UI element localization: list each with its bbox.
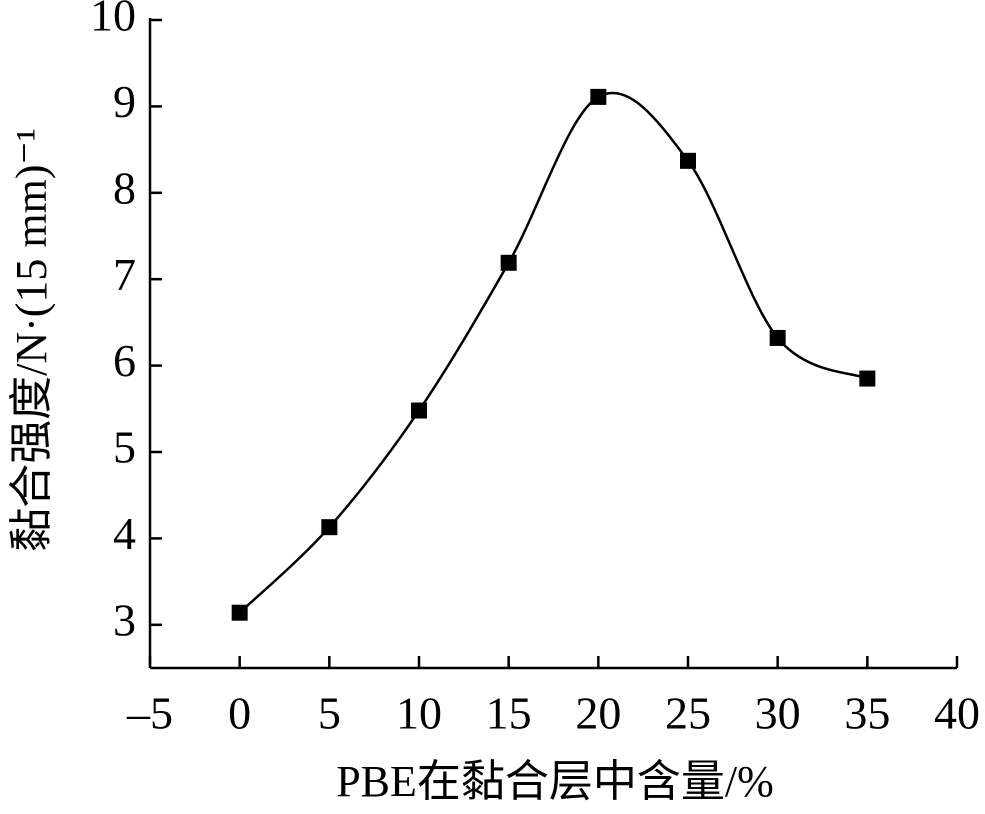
x-tick-label: 25 <box>665 688 711 739</box>
marker <box>680 152 696 169</box>
x-tick-label: 5 <box>318 688 341 739</box>
x-tick-label: 15 <box>486 688 532 739</box>
y-tick-label: 3 <box>113 594 136 645</box>
line <box>238 91 868 614</box>
y-axis-label: 黏合强度/N·(15 mm)⁻¹ <box>7 128 56 552</box>
x-tick-label: –5 <box>126 688 173 739</box>
y-tick-label: 7 <box>113 249 136 300</box>
x-tick-label: 20 <box>575 688 621 739</box>
marker <box>411 402 427 419</box>
x-tick-label: 10 <box>396 688 442 739</box>
y-tick-label: 5 <box>113 422 136 473</box>
x-tick-label: 35 <box>844 688 890 739</box>
marker <box>769 329 786 346</box>
y-tick-label: 9 <box>113 76 136 127</box>
marker <box>231 604 248 621</box>
y-tick-label: 6 <box>113 335 136 386</box>
x-tick-label: 0 <box>228 688 251 739</box>
x-axis-label: PBE在黏合层中含量/% <box>336 757 774 806</box>
y-tick-label: 4 <box>113 508 136 559</box>
marker <box>321 519 338 536</box>
marker <box>590 88 607 105</box>
x-tick-label: 40 <box>934 688 980 739</box>
x-tick-label: 30 <box>755 688 801 739</box>
y-tick-label: 8 <box>113 162 136 213</box>
y-tick-label: 10 <box>90 0 136 41</box>
marker <box>500 254 517 271</box>
marker <box>859 370 876 387</box>
